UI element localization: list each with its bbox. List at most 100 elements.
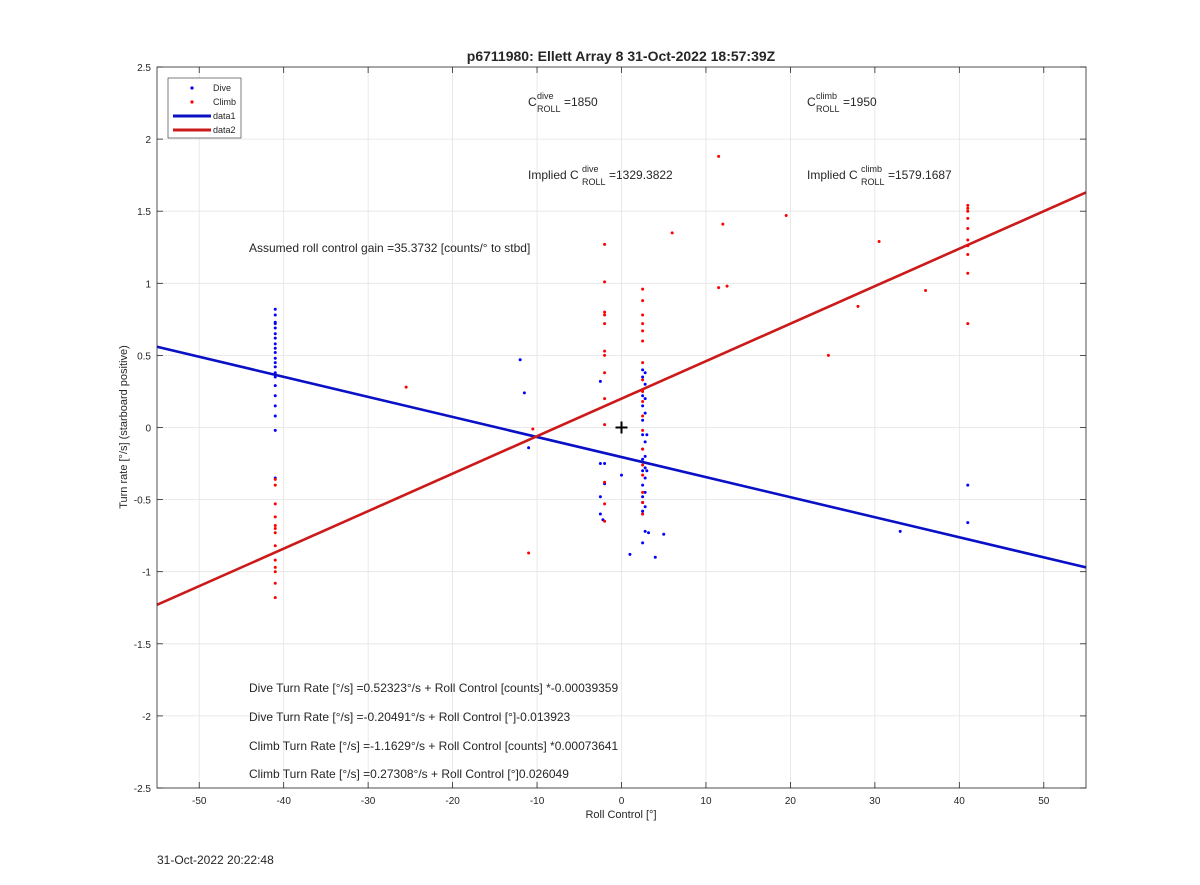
point-climb (641, 463, 645, 467)
y-tick-label: -0.5 (134, 496, 152, 507)
point-dive (273, 342, 277, 346)
legend-label-dive: Dive (213, 83, 231, 93)
point-climb (273, 531, 277, 535)
point-climb (273, 581, 277, 585)
c-roll-climb-sub: ROLL (816, 104, 840, 114)
implied-climb-sub: ROLL (861, 177, 885, 187)
point-climb (273, 526, 277, 530)
fit-lines (156, 191, 1087, 607)
point-dive (273, 351, 277, 355)
point-dive (643, 371, 647, 375)
point-dive (598, 462, 602, 466)
point-climb (717, 154, 721, 158)
point-climb (641, 447, 645, 451)
implied-climb-prefix: Implied C (807, 168, 858, 182)
legend-swatch-dive (190, 86, 194, 90)
point-dive (641, 418, 645, 422)
point-dive (620, 473, 623, 477)
point-climb (966, 322, 970, 326)
point-dive (598, 379, 602, 383)
point-climb (603, 371, 607, 375)
point-dive (273, 326, 277, 330)
point-dive (522, 391, 526, 395)
point-climb (641, 322, 645, 326)
fit-equation-dive-counts: Dive Turn Rate [°/s] =0.52323°/s + Roll … (249, 681, 618, 695)
x-tick-label: 0 (619, 796, 625, 807)
point-dive (603, 462, 607, 466)
y-tick-label: -2.5 (134, 784, 152, 795)
point-climb (641, 414, 645, 418)
point-dive (643, 411, 647, 415)
point-dive (641, 469, 645, 473)
point-climb (531, 427, 535, 431)
point-dive (898, 529, 902, 533)
point-dive (273, 322, 277, 326)
c-roll-climb-sup: climb (816, 91, 837, 101)
y-tick-label: 2 (145, 135, 151, 146)
point-dive (527, 446, 531, 450)
y-tick-label: 1 (145, 279, 151, 290)
point-dive (641, 433, 645, 437)
x-tick-label: -10 (530, 796, 545, 807)
y-axis: -2.5 -2 -1.5 -1 -0.5 0 0.5 1 1.5 2 2.5 (134, 63, 1086, 795)
legend-box (167, 77, 242, 139)
point-climb (603, 313, 607, 317)
point-dive (662, 532, 666, 536)
point-dive (641, 541, 645, 545)
point-climb (641, 299, 645, 303)
point-dive (643, 440, 647, 444)
point-climb (273, 596, 277, 600)
point-dive (598, 495, 602, 499)
point-dive (641, 404, 645, 408)
point-climb (670, 231, 674, 235)
point-climb (603, 242, 607, 246)
annotation-c-roll-dive: C dive ROLL =1850 (528, 91, 598, 114)
point-climb (641, 500, 645, 504)
point-climb (641, 378, 645, 382)
legend-label-data2: data2 (213, 125, 236, 135)
point-dive (273, 384, 277, 388)
point-climb (966, 271, 970, 275)
x-axis-label: Roll Control [°] (585, 809, 656, 821)
x-tick-label: -30 (361, 796, 376, 807)
point-dive (273, 404, 277, 408)
point-dive (653, 555, 657, 559)
point-climb (603, 397, 607, 401)
point-dive (643, 529, 647, 533)
fit-equation-climb-counts: Climb Turn Rate [°/s] =-1.1629°/s + Roll… (249, 739, 618, 753)
point-climb (641, 389, 645, 393)
x-tick-label: 10 (700, 796, 712, 807)
x-tick-label: -50 (192, 796, 207, 807)
point-climb (603, 502, 607, 506)
point-climb (966, 216, 970, 220)
point-climb (924, 289, 928, 293)
point-dive (966, 483, 970, 487)
point-climb (721, 222, 725, 226)
footer-timestamp: 31-Oct-2022 20:22:48 (157, 853, 274, 867)
point-dive (273, 346, 277, 350)
point-climb (641, 428, 645, 432)
point-dive (273, 394, 277, 398)
y-tick-label: -2 (142, 712, 151, 723)
data-points (273, 154, 970, 600)
point-dive (273, 313, 277, 317)
implied-dive-prefix: Implied C (528, 168, 579, 182)
point-climb (273, 483, 277, 487)
point-dive (273, 371, 277, 375)
point-dive (643, 466, 647, 470)
point-dive (273, 361, 277, 365)
point-climb (641, 361, 645, 365)
point-climb (641, 287, 645, 291)
c-roll-dive-sub: ROLL (537, 104, 561, 114)
point-climb (641, 473, 645, 477)
point-dive (643, 476, 647, 480)
legend: Dive Climb data1 data2 (167, 77, 242, 139)
chart-title: p6711980: Ellett Array 8 31-Oct-2022 18:… (467, 48, 776, 64)
point-climb (404, 385, 408, 389)
c-roll-climb-prefix: C (807, 95, 816, 109)
annotation-implied-climb: Implied C climb ROLL =1579.1687 (807, 164, 952, 187)
point-climb (856, 304, 860, 308)
fit-equation-climb-degrees: Climb Turn Rate [°/s] =0.27308°/s + Roll… (249, 767, 569, 781)
point-dive (273, 356, 277, 360)
c-roll-climb-value: =1950 (843, 95, 877, 109)
